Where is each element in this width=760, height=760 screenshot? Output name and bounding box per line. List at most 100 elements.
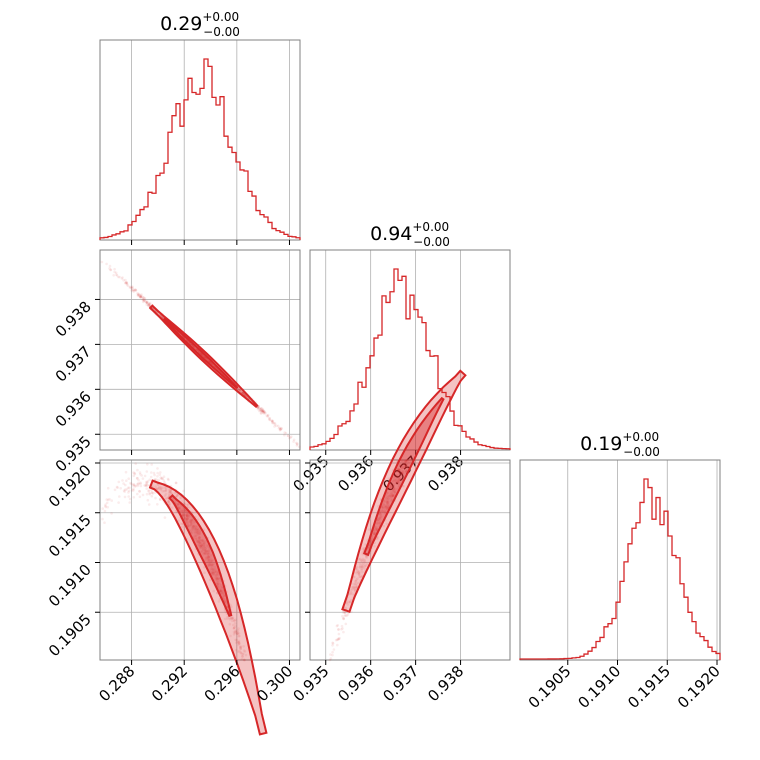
p1-vs-p3-point — [184, 519, 188, 523]
p2-vs-p3-point — [351, 585, 354, 589]
p2-vs-p3-point — [376, 537, 379, 541]
p2-vs-p3-point — [378, 512, 382, 515]
p2-vs-p3-point — [387, 503, 390, 506]
p1-vs-p3-point — [186, 512, 189, 516]
p2-vs-p3-point — [405, 459, 408, 463]
p1-vs-p2-point — [292, 438, 296, 442]
p2-vs-p3-point — [390, 492, 393, 495]
p1-vs-p2-point — [143, 299, 146, 302]
hist-p1-steps — [99, 58, 301, 240]
p2-vs-p3-point — [359, 564, 362, 568]
p2-vs-p3-point — [397, 475, 401, 479]
p1-vs-p3-point — [192, 525, 195, 529]
p2-vs-p3-point — [390, 483, 393, 486]
p1-vs-p3-point — [206, 557, 209, 560]
p1-vs-p3-point — [153, 473, 156, 477]
p1-vs-p3-point — [138, 490, 141, 493]
p1-vs-p3-point — [202, 551, 206, 555]
p1-vs-p3-point — [219, 589, 222, 593]
p1-vs-p2-point — [118, 275, 121, 279]
p2-vs-p3-point — [358, 562, 362, 566]
p2-vs-p3-point — [355, 571, 359, 575]
p1-vs-p3-point — [222, 594, 225, 598]
p1-vs-p3-point — [207, 555, 210, 559]
p1-vs-p3-point — [198, 546, 202, 550]
p2-vs-p3-point — [385, 503, 389, 507]
p1-vs-p3-point — [232, 626, 236, 630]
p2-vs-p3-point — [386, 491, 389, 494]
p2-vs-p3-xticklabel: 0.938 — [424, 662, 467, 705]
p1-vs-p3-point — [209, 563, 213, 567]
p1-vs-p2-point — [139, 295, 142, 299]
p2-vs-p3-point — [381, 510, 385, 513]
p1-vs-p3-point — [201, 547, 204, 550]
p2-vs-p3-point — [386, 501, 389, 504]
p1-vs-p2-point — [125, 283, 129, 286]
p1-vs-p2-yticklabel: 0.937 — [52, 342, 95, 385]
p1-vs-p3-xticklabel: 0.300 — [253, 662, 296, 705]
p1-vs-p3-point — [209, 554, 213, 557]
p1-vs-p3-point — [168, 490, 171, 494]
p2-vs-p3-point — [400, 471, 404, 475]
p1-vs-p2-point — [298, 445, 301, 449]
p1-vs-p3-point — [190, 522, 194, 525]
p1-vs-p3-point — [216, 582, 219, 586]
p2-vs-p3-point — [354, 580, 358, 583]
p2-vs-p3-point — [349, 590, 353, 594]
p1-vs-p3-point — [125, 488, 129, 491]
p1-vs-p3-point — [220, 589, 224, 593]
p1-vs-p2-point — [140, 293, 143, 296]
p1-vs-p3-point — [211, 571, 214, 575]
hist-p1-title: 0.29+0.00 −0.00 — [160, 10, 240, 39]
p1-vs-p2-point — [146, 300, 149, 303]
p1-vs-p3-point — [235, 638, 238, 642]
p1-vs-p3-point — [186, 517, 189, 521]
p1-vs-p2-point — [261, 409, 265, 413]
p1-vs-p3-point — [198, 541, 202, 544]
p2-vs-p3-point — [378, 521, 382, 524]
p1-vs-p3-point — [222, 596, 225, 600]
p2-vs-p3-point — [385, 522, 389, 526]
p1-vs-p3-point — [181, 510, 184, 513]
p1-vs-p2-point — [201, 353, 204, 357]
p1-vs-p3-point — [236, 640, 240, 644]
p1-vs-p3-point — [139, 482, 142, 486]
p1-vs-p3-point — [184, 517, 188, 520]
p2-vs-p3-point — [400, 471, 403, 475]
p2-vs-p3-point — [340, 624, 344, 628]
p1-vs-p3-point — [177, 494, 180, 497]
p1-vs-p3-point — [191, 527, 194, 530]
p1-vs-p3-point — [132, 483, 135, 486]
p1-vs-p3-point — [200, 549, 204, 553]
p2-vs-p3-point — [404, 459, 408, 462]
p2-vs-p3-point — [397, 474, 401, 477]
p1-vs-p3-point — [199, 539, 202, 542]
p2-vs-p3-point — [397, 467, 401, 471]
p2-vs-p3-point — [391, 493, 395, 497]
p1-vs-p3-point — [140, 474, 143, 477]
p2-vs-p3-point — [328, 658, 332, 662]
p1-vs-p2-point — [132, 289, 136, 293]
p2-vs-p3-point — [393, 487, 397, 491]
p1-vs-p3-point — [208, 564, 211, 567]
p1-vs-p3-point — [124, 470, 128, 474]
p2-vs-p3-point — [358, 557, 362, 561]
p2-vs-p3-point — [384, 504, 387, 507]
p1-vs-p3-point — [164, 489, 167, 493]
p1-vs-p3-point — [181, 511, 185, 515]
p1-vs-p3-point — [232, 627, 236, 630]
p1-vs-p3-point — [115, 485, 119, 489]
p1-vs-p3-point — [119, 487, 122, 490]
p2-vs-p3-xticklabel: 0.937 — [379, 662, 422, 705]
p1-vs-p3-point — [176, 502, 180, 505]
p2-vs-p3-point — [378, 521, 381, 525]
p1-vs-p2-point — [124, 281, 127, 285]
p2-vs-p3-point — [396, 474, 399, 477]
p1-vs-p3-point — [133, 484, 137, 488]
p2-vs-p3-point — [378, 516, 381, 520]
p1-vs-p3-point — [216, 574, 220, 577]
p1-vs-p3-point — [163, 481, 166, 484]
p1-vs-p2-point — [296, 443, 299, 446]
p1-vs-p3-point — [237, 643, 240, 647]
p1-vs-p2-point — [128, 286, 132, 289]
